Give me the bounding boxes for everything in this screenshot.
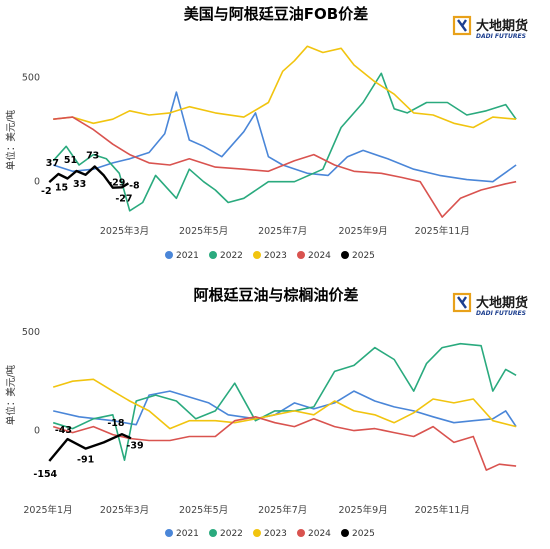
x-tick-label: 2025年11月 xyxy=(415,225,470,237)
plots-layer: 0 500 2025年3月 2025年5月 2025年7月 2025年9月 2025年11月… xyxy=(22,45,517,539)
series-line-2025 xyxy=(48,433,132,462)
x-tick-label: 2025年5月 xyxy=(179,504,228,516)
logo-text-en: DADI FUTURES xyxy=(476,310,526,317)
x-tick-label: 2025年9月 xyxy=(338,225,387,237)
x-tick-label: 2025年9月 xyxy=(338,504,387,516)
x-tick-label: 2025年7月 xyxy=(258,225,307,237)
legend-marker xyxy=(297,529,305,537)
x-tick-label: 2025年1月 xyxy=(23,504,72,516)
series-line-2024 xyxy=(53,116,517,218)
legend-item-2025[interactable]: 2025 xyxy=(352,529,375,539)
data-label: 51 xyxy=(64,155,77,166)
data-label: -91 xyxy=(77,455,94,466)
chart1-y-axis-label: 单位：美元/吨 xyxy=(5,109,17,170)
y-tick-label: 0 xyxy=(34,177,40,188)
chart2-plot: 0 500 2025年1月 2025年3月 2025年5月 2025年7月 2025年9月 2… xyxy=(22,327,517,539)
chart2-y-axis-label: 单位：美元/吨 xyxy=(5,364,17,425)
legend-item-2023[interactable]: 2023 xyxy=(264,251,287,261)
legend-marker xyxy=(297,251,305,259)
data-label: -29 xyxy=(108,178,125,189)
data-label: 15 xyxy=(55,183,68,194)
x-tick-label: 2025年3月 xyxy=(100,504,149,516)
series-line-2022 xyxy=(52,72,517,212)
legend-item-2022[interactable]: 2022 xyxy=(220,529,243,539)
data-label: -154 xyxy=(33,469,57,480)
y-tick-label: 0 xyxy=(34,426,40,437)
logo-mark-icon xyxy=(452,15,472,36)
legend-item-2022[interactable]: 2022 xyxy=(220,251,243,261)
series-line-2025 xyxy=(48,165,130,189)
legend-item-2021[interactable]: 2021 xyxy=(176,529,199,539)
data-label: -27 xyxy=(115,193,132,204)
chart2-title: 阿根廷豆油与棕榈油价差 xyxy=(193,286,358,304)
data-label: 73 xyxy=(86,150,99,161)
x-tick-label: 2025年11月 xyxy=(415,504,470,516)
legend-marker xyxy=(253,251,261,259)
chart1-plot: 0 500 2025年3月 2025年5月 2025年7月 2025年9月 2025年11月… xyxy=(22,45,517,261)
logo-text-en: DADI FUTURES xyxy=(476,33,526,40)
data-label: -8 xyxy=(129,180,140,191)
data-label: -2 xyxy=(41,186,52,197)
x-tick-label: 2025年7月 xyxy=(258,504,307,516)
legend-marker xyxy=(253,529,261,537)
legend-marker xyxy=(165,251,173,259)
legend-item-2024[interactable]: 2024 xyxy=(308,251,331,261)
data-label: -43 xyxy=(55,425,72,436)
logo-text-cn: 大地期货 xyxy=(476,18,528,34)
x-tick-label: 2025年5月 xyxy=(179,225,228,237)
legend-item-2023[interactable]: 2023 xyxy=(264,529,287,539)
brand-logo-bottom: 大地期货 DADI FUTURES xyxy=(452,292,528,317)
series-line-2021 xyxy=(52,91,517,183)
brand-logo-top: 大地期货 DADI FUTURES xyxy=(452,15,528,40)
series-line-2023 xyxy=(53,45,517,129)
logo-text-cn: 大地期货 xyxy=(476,295,528,311)
data-label: 33 xyxy=(73,179,86,190)
legend-marker xyxy=(165,529,173,537)
data-label: -39 xyxy=(126,440,143,451)
series-line-2021 xyxy=(53,390,517,428)
logo-mark-icon xyxy=(452,292,472,313)
legend-item-2024[interactable]: 2024 xyxy=(308,529,331,539)
y-tick-label: 500 xyxy=(22,327,40,338)
y-tick-label: 500 xyxy=(22,73,40,84)
legend-marker xyxy=(341,529,349,537)
series-line-2023 xyxy=(52,378,517,430)
legend-item-2025[interactable]: 2025 xyxy=(352,251,375,261)
legend-item-2021[interactable]: 2021 xyxy=(176,251,199,261)
legend-marker xyxy=(209,529,217,537)
chart1-title: 美国与阿根廷豆油FOB价差 xyxy=(184,5,368,23)
data-label: -18 xyxy=(107,418,125,429)
legend-marker xyxy=(341,251,349,259)
x-tick-label: 2025年3月 xyxy=(100,225,149,237)
data-label: 37 xyxy=(46,158,59,169)
legend-marker xyxy=(209,251,217,259)
